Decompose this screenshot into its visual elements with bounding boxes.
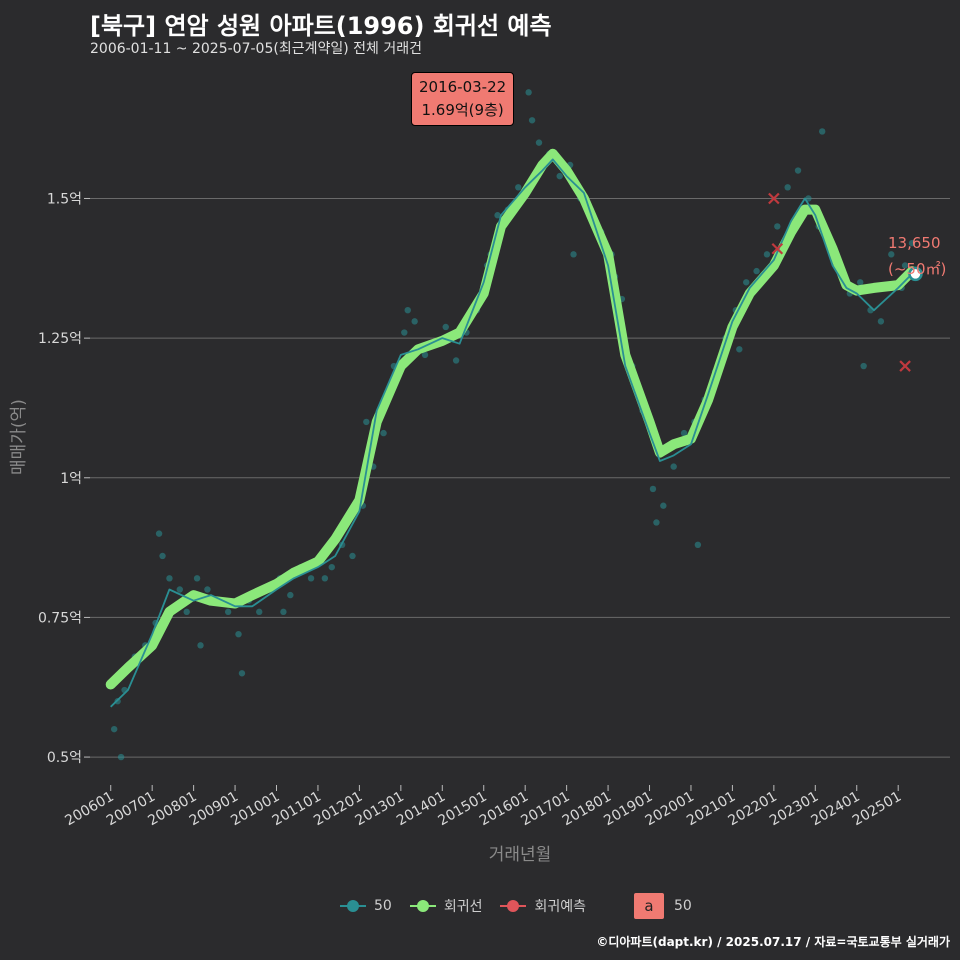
- scatter-point: [670, 463, 677, 470]
- scatter-point: [535, 139, 543, 146]
- scatter-point: [328, 563, 335, 571]
- latest-price-marker: [908, 266, 923, 282]
- prediction-label: 13,650 (~50㎡): [888, 230, 946, 282]
- scatter-point: [224, 608, 232, 616]
- scatter-point: [515, 184, 522, 191]
- scatter-point: [401, 329, 408, 336]
- scatter-point: [176, 586, 183, 593]
- scatter-point: [117, 753, 125, 761]
- y-tick-label: 1.25억: [38, 331, 82, 347]
- prediction-x-mark: [899, 360, 911, 372]
- scatter-point: [860, 362, 867, 370]
- scatter-point: [197, 642, 204, 649]
- callout-date: 2016-03-22: [419, 78, 507, 96]
- y-tick-label: 1억: [60, 471, 82, 487]
- scatter-point: [110, 725, 118, 733]
- legend-label-prediction: 회귀예측: [534, 899, 586, 915]
- chart-title: [북구] 연암 성원 아파트(1996) 회귀선 예측: [90, 12, 552, 40]
- footer-credit: ©디아파트(dapt.kr) / 2025.07.17 / 자료=국토교통부 실…: [596, 935, 950, 949]
- scatter-point: [819, 128, 826, 135]
- scatter-point: [736, 346, 743, 353]
- chart-legend: 50 회귀선 회귀예측 a 50: [340, 893, 692, 919]
- scatter-point: [649, 485, 657, 493]
- scatter-point: [901, 262, 909, 269]
- scatter-point: [321, 575, 329, 582]
- scatter-point: [307, 575, 315, 582]
- prediction-x-mark: [771, 242, 784, 255]
- legend-item-50: 50: [340, 898, 392, 914]
- prediction-value: 13,650: [888, 234, 941, 252]
- scatter-point: [753, 267, 760, 275]
- scatter-point: [380, 429, 387, 437]
- max-price-callout: 2016-03-22 1.69억(9층): [411, 72, 515, 126]
- scatter-point: [452, 357, 460, 364]
- scatter-point: [287, 591, 294, 599]
- callout-value: 1.69억(9층): [421, 101, 504, 119]
- scatter-point: [204, 586, 211, 593]
- scatter-point: [908, 239, 916, 247]
- scatter-point: [421, 351, 429, 359]
- y-tick-label: 0.5억: [47, 750, 82, 766]
- scatter-point: [183, 608, 190, 616]
- scatter-point: [774, 223, 781, 230]
- scatter-point: [888, 251, 895, 258]
- scatter-point: [256, 608, 263, 616]
- green-line-dot-icon: [409, 898, 436, 914]
- legend-text-key-label: 50: [674, 898, 692, 914]
- scatter-point: [411, 318, 418, 325]
- prediction-x-mark: [768, 192, 780, 205]
- prediction-area: (~50㎡): [888, 260, 947, 278]
- scatter-point: [525, 89, 532, 96]
- scatter-point: [556, 172, 563, 180]
- scatter-point: [349, 552, 356, 560]
- teal-line-dot-icon: [340, 898, 366, 914]
- scatter-point: [660, 502, 667, 509]
- scatter-point: [159, 552, 166, 560]
- scatter-point: [694, 541, 702, 549]
- scatter-point: [280, 608, 287, 616]
- scatter-point: [528, 117, 536, 124]
- x-axis-title: 거래년월: [488, 845, 552, 865]
- monthly-average-line: [110, 158, 913, 708]
- y-axis-title: 매매가(억): [9, 399, 29, 475]
- scatter-point: [784, 184, 791, 191]
- scatter-point: [653, 519, 660, 526]
- chart-subtitle: 2006-01-11 ~ 2025-07-05(최근계약일) 전체 거래건: [90, 41, 422, 57]
- legend-label-regression: 회귀선: [443, 899, 483, 915]
- red-line-dot-icon: [500, 898, 527, 914]
- legend-item-prediction: 회귀예측: [500, 896, 586, 916]
- scatter-point: [363, 418, 370, 426]
- regression-line: [105, 148, 917, 690]
- legend-label-50: 50: [374, 898, 392, 914]
- scatter-point: [763, 251, 771, 258]
- y-tick-label: 0.75억: [38, 610, 82, 626]
- scatter-point: [794, 167, 802, 174]
- scatter-point: [238, 670, 246, 677]
- scatter-point: [166, 575, 173, 582]
- y-tick-label: 1.5억: [47, 191, 82, 207]
- scatter-point: [442, 323, 449, 331]
- legend-item-regression: 회귀선: [409, 896, 483, 916]
- scatter-point: [494, 212, 501, 219]
- scatter-point: [857, 279, 864, 286]
- scatter-point: [404, 306, 411, 314]
- scatter-point: [680, 429, 688, 437]
- legend-text-key: a: [634, 893, 664, 919]
- scatter-point: [743, 279, 750, 286]
- scatter-point: [570, 251, 577, 258]
- scatter-point: [235, 630, 242, 638]
- scatter-point: [193, 575, 201, 582]
- scatter-point: [877, 318, 885, 325]
- scatter-point: [155, 530, 163, 537]
